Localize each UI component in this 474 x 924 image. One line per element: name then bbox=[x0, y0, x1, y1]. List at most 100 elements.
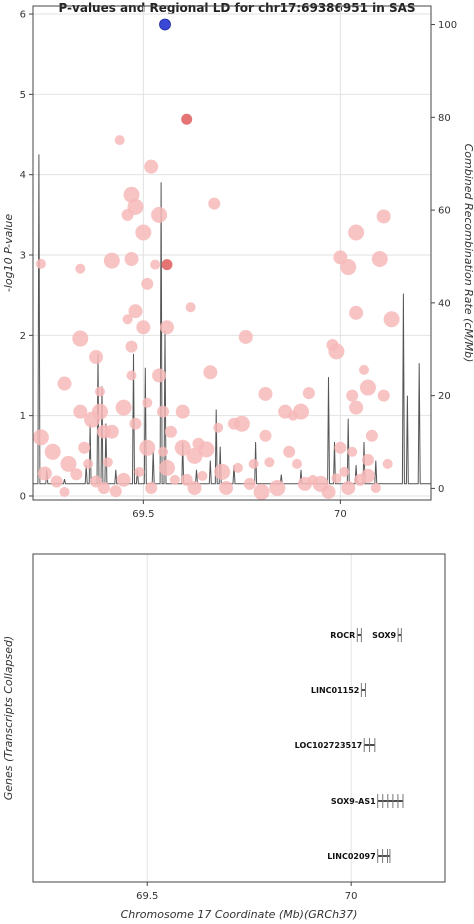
snp-point bbox=[302, 387, 315, 400]
bottom-plot-frame bbox=[32, 553, 446, 883]
snp-point bbox=[57, 376, 72, 391]
snp-point bbox=[164, 425, 177, 438]
snp-point bbox=[134, 466, 145, 477]
snp-point bbox=[382, 458, 393, 469]
snp-point bbox=[142, 397, 153, 408]
snp-point bbox=[73, 404, 88, 419]
snp-point bbox=[288, 410, 299, 421]
high-ld-snp-point bbox=[181, 113, 193, 125]
snp-point bbox=[144, 159, 159, 174]
snp-point bbox=[187, 480, 202, 495]
snp-point bbox=[60, 455, 77, 472]
snp-point bbox=[269, 479, 286, 496]
snp-point bbox=[359, 379, 376, 396]
chart-title: P-values and Regional LD for chr17:69386… bbox=[58, 1, 415, 15]
snp-point bbox=[127, 198, 144, 215]
snp-point bbox=[141, 277, 154, 290]
snp-point bbox=[383, 311, 400, 328]
snp-point bbox=[44, 443, 61, 460]
snp-point bbox=[328, 343, 345, 360]
snp-point bbox=[94, 386, 105, 397]
snp-point bbox=[72, 330, 89, 347]
snp-point bbox=[253, 483, 270, 500]
snp-point bbox=[75, 263, 86, 274]
snp-point bbox=[135, 224, 152, 241]
snp-point bbox=[102, 457, 113, 468]
snp-point bbox=[109, 485, 122, 498]
snp-point bbox=[347, 446, 358, 457]
snp-point bbox=[341, 480, 356, 495]
snp-point bbox=[340, 259, 357, 276]
snp-point bbox=[139, 439, 156, 456]
snp-point bbox=[360, 468, 375, 483]
y2-tick-label: 100 bbox=[438, 20, 457, 31]
snp-point bbox=[97, 481, 110, 494]
gene-x-tick-label: 69.5 bbox=[136, 891, 158, 902]
snp-point bbox=[59, 486, 70, 497]
snp-point bbox=[157, 405, 170, 418]
snp-point bbox=[152, 368, 167, 383]
snp-point bbox=[114, 135, 125, 146]
y-tick-label: 6 bbox=[20, 10, 26, 21]
gene-track: ROCR SOX9 LINC01152 LOC102723517 SOX9-AS1 LIN… bbox=[295, 628, 404, 863]
y-tick-label: 3 bbox=[20, 251, 26, 262]
snp-point bbox=[219, 480, 234, 495]
snp-point bbox=[175, 404, 190, 419]
recombination-path bbox=[33, 154, 431, 485]
snp-point bbox=[365, 429, 378, 442]
snp-point bbox=[174, 439, 191, 456]
snp-point bbox=[233, 415, 250, 432]
gene-label: LINC01152 bbox=[311, 686, 359, 695]
snp-point bbox=[37, 466, 52, 481]
snp-point bbox=[35, 258, 46, 269]
snp-point bbox=[264, 457, 275, 468]
snp-point bbox=[104, 424, 119, 439]
snp-point bbox=[371, 251, 388, 268]
y-tick-label: 2 bbox=[20, 331, 26, 342]
high-ld-snp-point bbox=[161, 259, 173, 271]
snp-point bbox=[197, 470, 208, 481]
gene-label: LOC102723517 bbox=[295, 741, 363, 750]
snp-point bbox=[203, 365, 218, 380]
gene-x-tick-label: 70 bbox=[345, 891, 358, 902]
snp-point bbox=[124, 252, 139, 267]
snp-point bbox=[339, 466, 350, 477]
gene-label: SOX9-AS1 bbox=[331, 797, 376, 806]
snp-point bbox=[116, 472, 131, 487]
snp-point bbox=[151, 206, 168, 223]
snp-point bbox=[103, 252, 120, 269]
snp-point bbox=[198, 441, 215, 458]
snp-point bbox=[376, 209, 391, 224]
scatter-points bbox=[32, 18, 400, 500]
snp-point bbox=[158, 446, 169, 457]
recombination-rate-line bbox=[33, 154, 431, 485]
snp-point bbox=[145, 481, 158, 494]
snp-point bbox=[243, 477, 256, 490]
snp-point bbox=[283, 445, 296, 458]
snp-point bbox=[349, 305, 364, 320]
snp-point bbox=[259, 429, 272, 442]
bottom-axis-ticks: 69.5 70 bbox=[136, 882, 358, 902]
snp-point bbox=[248, 458, 259, 469]
snp-point bbox=[186, 447, 203, 464]
gene-label: ROCR bbox=[330, 631, 355, 640]
snp-point bbox=[129, 417, 142, 430]
y2-axis-title: Combined Recombination Rate (cM/Mb) bbox=[462, 144, 474, 363]
snp-point bbox=[213, 422, 224, 433]
snp-point bbox=[158, 459, 175, 476]
x-tick-label: 70 bbox=[334, 509, 347, 520]
snp-point bbox=[150, 259, 161, 270]
snp-point bbox=[159, 320, 174, 335]
snp-point bbox=[32, 429, 49, 446]
snp-point bbox=[123, 186, 140, 203]
snp-point bbox=[321, 484, 336, 499]
snp-point bbox=[89, 350, 104, 365]
snp-point bbox=[359, 364, 370, 375]
x-tick-label: 69.5 bbox=[132, 509, 154, 520]
gene-panel: ROCR SOX9 LINC01152 LOC102723517 SOX9-AS1 LIN… bbox=[2, 553, 446, 921]
snp-point bbox=[122, 314, 133, 325]
association-panel: P-values and Regional LD for chr17:69386… bbox=[2, 1, 474, 520]
snp-point bbox=[346, 389, 359, 402]
snp-point bbox=[185, 302, 196, 313]
